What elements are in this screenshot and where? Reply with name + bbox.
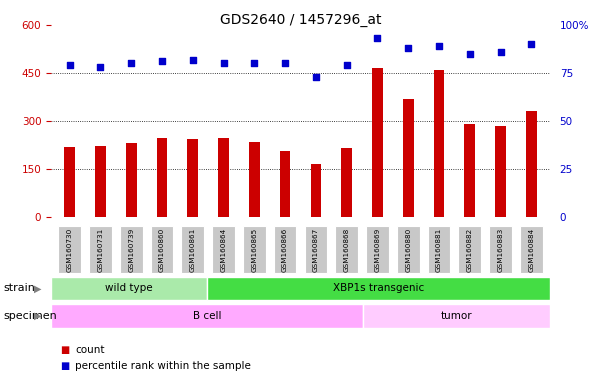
FancyBboxPatch shape [207,276,550,300]
Text: GSM160881: GSM160881 [436,228,442,272]
Text: ■: ■ [60,345,69,355]
Bar [465,124,475,217]
FancyBboxPatch shape [305,227,328,273]
Bar [95,146,106,217]
Text: GSM160882: GSM160882 [467,228,473,272]
Bar [126,143,136,217]
Text: GSM160883: GSM160883 [498,228,504,272]
Text: GSM160884: GSM160884 [528,228,534,272]
Text: wild type: wild type [105,283,153,293]
Point [96,64,105,70]
Point [126,60,136,66]
Text: B cell: B cell [193,311,221,321]
FancyBboxPatch shape [366,227,389,273]
Text: GSM160730: GSM160730 [67,228,73,272]
FancyBboxPatch shape [182,227,204,273]
Point [219,60,228,66]
Text: GSM160868: GSM160868 [344,228,350,272]
FancyBboxPatch shape [150,227,173,273]
Point [311,74,321,80]
Bar [526,111,537,217]
Text: ▶: ▶ [34,311,41,321]
Text: ▶: ▶ [34,283,41,293]
Bar [403,99,413,217]
Point [188,56,198,63]
Point [157,58,166,65]
Point [465,51,475,57]
Point [435,43,444,49]
Text: specimen: specimen [3,311,56,321]
Text: GSM160864: GSM160864 [221,228,227,272]
Text: percentile rank within the sample: percentile rank within the sample [75,361,251,371]
Point [373,35,382,41]
Bar [188,139,198,217]
FancyBboxPatch shape [273,227,296,273]
Point [403,45,413,51]
Bar [372,68,383,217]
Bar [279,151,290,217]
Text: strain: strain [3,283,35,293]
Point [280,60,290,66]
Text: GSM160865: GSM160865 [251,228,257,272]
FancyBboxPatch shape [51,276,207,300]
Text: GSM160860: GSM160860 [159,228,165,272]
FancyBboxPatch shape [212,227,235,273]
FancyBboxPatch shape [243,227,266,273]
Bar [311,164,322,217]
Bar [434,70,445,217]
Bar [218,137,229,217]
FancyBboxPatch shape [489,227,512,273]
Bar [495,126,506,217]
Bar [64,147,75,217]
FancyBboxPatch shape [397,227,419,273]
Text: tumor: tumor [441,311,472,321]
FancyBboxPatch shape [89,227,112,273]
FancyBboxPatch shape [428,227,451,273]
Point [342,62,352,68]
FancyBboxPatch shape [459,227,481,273]
FancyBboxPatch shape [120,227,142,273]
Text: count: count [75,345,105,355]
Point [526,41,536,47]
Bar [249,142,260,217]
Point [65,62,75,68]
FancyBboxPatch shape [520,227,543,273]
Point [496,49,505,55]
Text: GSM160739: GSM160739 [128,228,134,272]
Text: GSM160866: GSM160866 [282,228,288,272]
Point [249,60,259,66]
Text: GSM160880: GSM160880 [405,228,411,272]
Text: GDS2640 / 1457296_at: GDS2640 / 1457296_at [220,13,381,27]
Bar [341,148,352,217]
Text: GSM160869: GSM160869 [374,228,380,272]
FancyBboxPatch shape [51,304,363,328]
FancyBboxPatch shape [335,227,358,273]
FancyBboxPatch shape [363,304,550,328]
Text: GSM160731: GSM160731 [97,228,103,272]
FancyBboxPatch shape [58,227,81,273]
Text: XBP1s transgenic: XBP1s transgenic [333,283,424,293]
Text: GSM160867: GSM160867 [313,228,319,272]
Bar [156,137,167,217]
Text: GSM160861: GSM160861 [190,228,196,272]
Text: ■: ■ [60,361,69,371]
